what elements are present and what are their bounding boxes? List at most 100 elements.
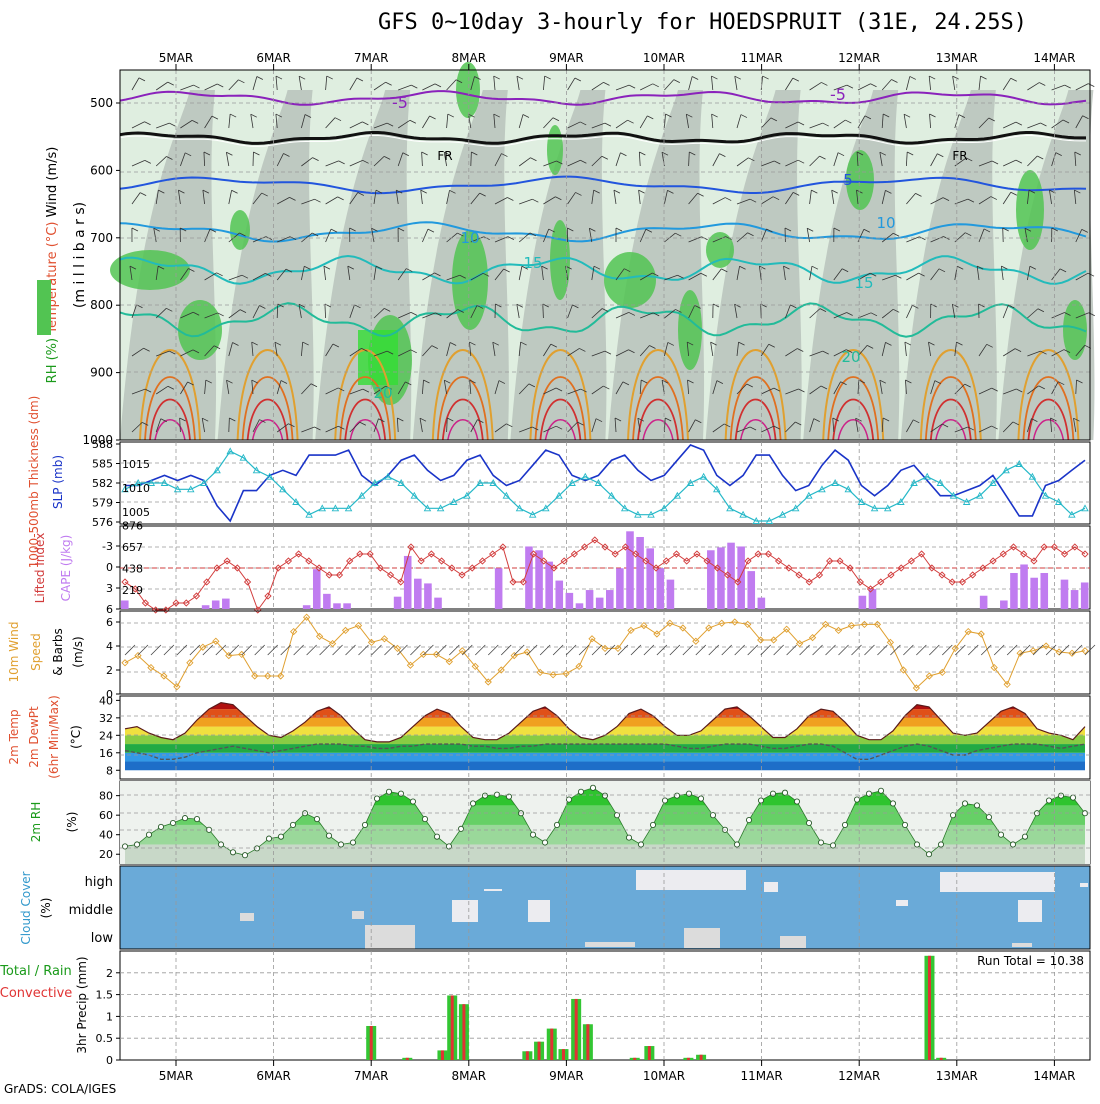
surface-wind-barb — [281, 645, 291, 655]
cape-bar — [606, 590, 614, 609]
rh-marker — [938, 842, 943, 847]
rh-marker — [278, 834, 283, 839]
surface-wind-barb — [294, 645, 304, 655]
cape-bar — [616, 568, 624, 609]
cape-bar — [1040, 573, 1048, 609]
isotherm-label: 15 — [523, 254, 542, 272]
rh-moist-patch — [178, 300, 222, 360]
rh-marker — [566, 797, 571, 802]
isotherm-label: 10 — [460, 229, 479, 247]
cape-bar — [636, 537, 644, 609]
cape-tick-label: 438 — [122, 563, 143, 576]
surface-wind-barb — [125, 645, 135, 655]
cape-bar — [525, 546, 533, 609]
cloud-block — [780, 936, 806, 948]
cloud-block — [764, 882, 778, 892]
wind-axis-unit: (m/s) — [71, 636, 85, 667]
cloud-axis-unit: (%) — [39, 898, 53, 919]
rh-marker — [374, 796, 379, 801]
thickness-tick-label: 579 — [92, 497, 113, 510]
cape-bar — [1061, 580, 1069, 609]
rh-marker — [470, 801, 475, 806]
lifted-tick-label: 0 — [106, 561, 113, 574]
cloud-block — [1080, 883, 1088, 887]
pressure-axis-label: (m i l l i b a r s) — [72, 202, 88, 308]
precip-convective-label: Convective — [0, 986, 72, 1001]
rh-moist-patch — [230, 210, 250, 250]
surface-wind-barb — [384, 645, 394, 655]
temp-tick-label: 8 — [106, 764, 113, 777]
precip-tick-label: 1 — [106, 1010, 113, 1023]
rh-marker — [674, 793, 679, 798]
cloud-block — [585, 942, 635, 947]
cape-bar — [434, 598, 442, 609]
day-label-top: 6MAR — [256, 51, 291, 65]
surface-wind-barb — [255, 645, 265, 655]
rh-marker — [1022, 834, 1027, 839]
isotherm-label: FR — [437, 149, 452, 163]
isotherm-label: -5 — [830, 85, 846, 104]
surface-wind-barb — [1007, 645, 1017, 655]
rh-marker — [1010, 842, 1015, 847]
rh-marker — [146, 832, 151, 837]
cape-bar — [747, 571, 755, 609]
rh-marker — [866, 791, 871, 796]
cloud-block — [352, 911, 364, 919]
surface-wind-barb — [177, 645, 187, 655]
surface-wind-barb — [501, 645, 511, 655]
surface-wind-barb — [864, 645, 874, 655]
temp-band — [120, 727, 1090, 736]
surface-wind-barb — [592, 645, 602, 655]
pressure-tick-label: 800 — [90, 298, 113, 312]
temp-tick-label: 32 — [99, 712, 113, 725]
lifted-tick-label: -3 — [102, 540, 113, 553]
rh-tick-label: 60 — [99, 809, 113, 822]
day-label-bottom: 9MAR — [549, 1069, 584, 1083]
legend-entry: RH (%) — [45, 334, 60, 384]
cape-bar — [424, 583, 432, 609]
rh-moist-patch — [706, 232, 734, 268]
surface-wind-barb — [229, 645, 239, 655]
rh-marker — [266, 836, 271, 841]
isotherm-label: 5 — [843, 171, 853, 189]
surface-wind-barb — [994, 645, 1004, 655]
cape-bar — [343, 603, 351, 609]
cape-bar — [303, 605, 311, 609]
cape-bar — [646, 548, 654, 609]
rh-marker — [926, 852, 931, 857]
cloud-block — [940, 872, 1055, 892]
cloud-block — [484, 889, 502, 891]
surface-wind-barb — [410, 645, 420, 655]
cape-bar — [121, 600, 129, 609]
temp-tick-label: 16 — [99, 747, 113, 760]
rh-marker — [878, 788, 883, 793]
lifted-tick-label: 3 — [106, 582, 113, 595]
slp-tick-label: 1010 — [122, 482, 150, 495]
cape-bar — [495, 568, 503, 609]
rh-marker — [434, 834, 439, 839]
rh-marker — [638, 842, 643, 847]
rh-axis-label: 2m RH — [29, 802, 43, 843]
rh-marker — [626, 835, 631, 840]
precip-convective-bar — [451, 995, 454, 1060]
cape-bar — [555, 581, 563, 609]
rh-marker — [170, 820, 175, 825]
cape-bar — [222, 599, 230, 609]
rh-marker — [350, 840, 355, 845]
precip-convective-bar — [633, 1058, 636, 1060]
rh-legend-swatch — [37, 280, 51, 335]
cape-bar — [414, 579, 422, 609]
rh-marker — [974, 803, 979, 808]
temp-band — [120, 735, 1090, 744]
cape-bar — [576, 603, 584, 609]
surface-wind-barb — [877, 645, 887, 655]
surface-wind-barb — [268, 645, 278, 655]
surface-wind-barb — [540, 645, 550, 655]
rh-marker — [914, 842, 919, 847]
cloud-level-label: middle — [69, 903, 113, 918]
isotherm-label: -5 — [392, 93, 408, 112]
surface-wind-barb — [696, 645, 706, 655]
rh-marker — [290, 822, 295, 827]
rh-marker — [230, 850, 235, 855]
